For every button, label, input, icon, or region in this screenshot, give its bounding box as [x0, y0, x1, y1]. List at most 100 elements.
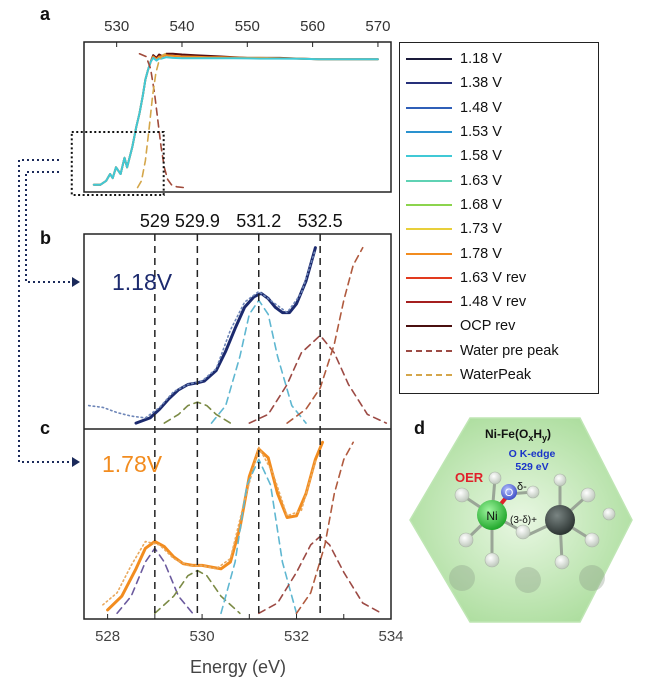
delta-minus-label: δ- [517, 481, 527, 493]
panel-letter-d: d [414, 418, 425, 438]
legend-swatch [406, 252, 452, 255]
hydrogen-atoms [454, 471, 616, 570]
panel-letter-b: b [40, 228, 51, 248]
legend-item: 1.78 V [400, 241, 598, 265]
c-series-waterpeak [295, 441, 355, 615]
fe-atom [545, 505, 575, 535]
hexagon-background [409, 417, 633, 623]
legend-label: 1.63 V rev [460, 269, 527, 286]
peak-reference-lines [154, 234, 321, 616]
legend-label: 1.58 V [460, 148, 502, 165]
legend-item: 1.18 V [400, 47, 598, 71]
b-series-water-pre-peak [248, 334, 388, 424]
panel-b-voltage-label: 1.18V [112, 269, 173, 295]
legend-swatch [406, 58, 452, 61]
arrow-head-icon [72, 457, 80, 467]
o-k-edge-energy: 529 eV [515, 461, 548, 473]
peak-label: 532.5 [298, 211, 343, 231]
panel-a: 530 540 550 560 570 [70, 18, 392, 196]
connector-line-c [18, 159, 72, 463]
legend-label: 1.73 V [460, 221, 502, 238]
legend-swatch [406, 203, 452, 206]
c-x-tick-label: 530 [190, 628, 215, 645]
c-x-tick-label: 532 [284, 628, 309, 645]
legend-item: 1.68 V [400, 193, 598, 217]
panel-d-schematic: Ni O δ- (3-δ)+ OER Ni-Fe(OxHy) O K-edge … [409, 417, 633, 623]
peak-label: 531.2 [236, 211, 281, 231]
legend-swatch [406, 325, 452, 328]
connector-line-b [25, 171, 72, 283]
a-series-waterpeak [136, 52, 170, 189]
panel-bc-frame [83, 233, 392, 620]
legend-item: OCP rev [400, 314, 598, 338]
a-x-tick-label: 550 [235, 18, 260, 35]
a-series-1-58-v [92, 56, 379, 186]
a-x-tick-label: 540 [169, 18, 194, 35]
a-x-tick-label: 560 [300, 18, 325, 35]
a-series-water-pre-peak [138, 52, 185, 189]
panel-letter-c: c [40, 418, 51, 438]
c-series-fit [106, 440, 324, 612]
legend-item: 1.53 V [400, 120, 598, 144]
panel-b-plot-area [87, 246, 388, 425]
panel-bc: 529 529.9 531.2 532.5 528 530 532 534 1.18V 1.… [83, 211, 404, 677]
legend-swatch [406, 374, 452, 376]
ni-atom [477, 500, 507, 530]
legend-item: 1.48 V rev [400, 290, 598, 314]
legend-swatch [406, 349, 452, 352]
legend-item: 1.48 V [400, 96, 598, 120]
panel-a-x-axis: 530 540 550 560 570 [104, 18, 390, 47]
b-series-data-dotted- [87, 248, 317, 419]
c-x-tick-label: 528 [95, 628, 120, 645]
legend-label: 1.48 V rev [460, 294, 527, 311]
legend-item: 1.73 V [400, 217, 598, 241]
peak-label: 529.9 [175, 211, 220, 231]
legend-swatch [406, 131, 452, 134]
b-series-waterpeak [286, 246, 364, 424]
a-x-tick-label: 570 [365, 18, 390, 35]
legend-item: WaterPeak [400, 363, 598, 387]
panel-c-voltage-label: 1.78V [102, 451, 163, 477]
legend-swatch [406, 301, 452, 304]
peak-label: 529 [140, 211, 170, 231]
zoom-box [70, 131, 165, 196]
legend-swatch [406, 82, 452, 85]
legend-item: 1.63 V rev [400, 266, 598, 290]
ni-label: Ni [486, 509, 497, 523]
legend-swatch [406, 106, 452, 109]
legend-swatch [406, 276, 452, 279]
lower-layer-atoms [449, 565, 605, 593]
c-series-data-dotted- [102, 446, 317, 606]
arrow-head-icon [72, 277, 80, 287]
panel-letter-a: a [40, 4, 51, 24]
legend-label: Water pre peak [460, 342, 559, 359]
legend-label: 1.18 V [460, 51, 502, 68]
peak-labels: 529 529.9 531.2 532.5 [140, 211, 343, 231]
oer-label: OER [455, 470, 484, 485]
legend-item: 1.58 V [400, 144, 598, 168]
legend-label: 1.48 V [460, 99, 502, 116]
panel-a-frame [83, 41, 392, 193]
legend-label: 1.78 V [460, 245, 502, 262]
o-label: O [505, 487, 514, 499]
legend-item: Water pre peak [400, 339, 598, 363]
legend-label: 1.63 V [460, 172, 502, 189]
legend-swatch [406, 228, 452, 231]
zoom-connectors [18, 159, 80, 467]
legend-item: 1.38 V [400, 71, 598, 95]
legend-swatch [406, 179, 452, 182]
o-atom [501, 484, 517, 500]
charge-label: (3-δ)+ [510, 515, 537, 526]
legend-label: WaterPeak [460, 367, 532, 383]
legend-item: 1.63 V [400, 168, 598, 192]
panel-a-plot-area [92, 52, 379, 189]
legend-swatch [406, 155, 452, 158]
x-axis-title: Energy (eV) [190, 657, 286, 677]
legend-label: 1.68 V [460, 196, 502, 213]
legend: 1.18 V 1.38 V 1.48 V 1.53 V 1.58 V 1.63 V 1.68… [399, 42, 599, 394]
c-x-tick-label: 534 [378, 628, 403, 645]
legend-label: 1.53 V [460, 124, 502, 141]
schematic-title: Ni-Fe(OxHy) [485, 427, 551, 443]
legend-label: 1.38 V [460, 75, 502, 92]
